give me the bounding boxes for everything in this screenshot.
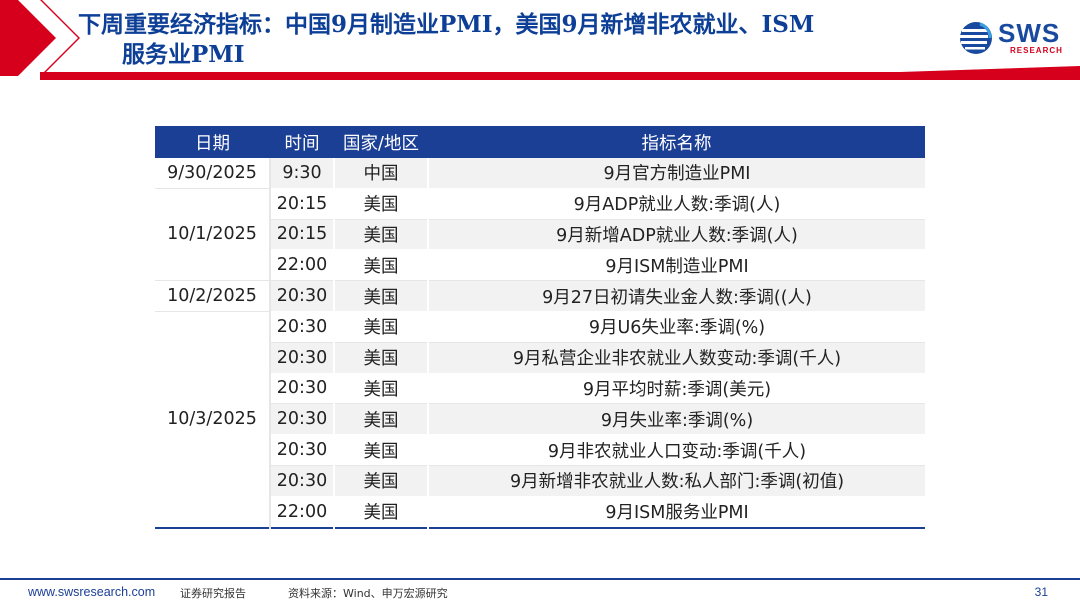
- indicator-table: 日期 时间 国家/地区 指标名称 9/30/2025 9:30 中国 9月官方制造业P…: [155, 126, 925, 529]
- time-cell: 20:15: [270, 219, 335, 251]
- sws-globe-icon: [960, 22, 992, 54]
- indicator-cell: 9月私营企业非农就业人数变动:季调(千人): [428, 342, 925, 374]
- table-row: 10/2/2025 20:30 美国 9月27日初请失业金人数:季调((人): [155, 280, 925, 312]
- page-title: 下周重要经济指标：中国9月制造业PMI，美国9月新增非农就业、ISM 服务业PM…: [78, 10, 948, 70]
- indicator-cell: 9月ISM制造业PMI: [428, 249, 925, 282]
- time-cell: 20:30: [270, 465, 335, 497]
- table-row: 10/1/2025 20:15 美国 9月ADP就业人数:季调(人): [155, 188, 925, 282]
- date-cell: 10/1/2025: [155, 188, 271, 282]
- country-cell: 中国: [334, 158, 429, 189]
- time-cell: 20:30: [270, 342, 335, 374]
- footer-source-note: 资料来源：Wind、申万宏源研究: [288, 587, 448, 600]
- table-row: 10/3/2025 20:30 美国 9月U6失业率:季调(%): [155, 311, 925, 529]
- table-row: 9/30/2025 9:30 中国 9月官方制造业PMI: [155, 158, 925, 189]
- indicator-cell: 9月ISM服务业PMI: [428, 496, 925, 529]
- page-title-line2: 服务业PMI: [122, 41, 245, 68]
- time-cell: 20:30: [270, 434, 335, 466]
- footer-report-label: 证券研究报告: [180, 587, 246, 600]
- column-header-indicator: 指标名称: [428, 126, 925, 158]
- table-row: 20:30 美国 9月平均时薪:季调(美元): [155, 373, 925, 405]
- indicator-cell: 9月失业率:季调(%): [428, 403, 925, 436]
- time-cell: 20:30: [270, 280, 335, 312]
- table-row: 20:15 美国 9月新增ADP就业人数:季调(人): [155, 219, 925, 251]
- table-row: 20:30 美国 9月私营企业非农就业人数变动:季调(千人): [155, 342, 925, 374]
- footer-website[interactable]: www.swsresearch.com: [28, 585, 156, 599]
- country-cell: 美国: [334, 249, 429, 282]
- time-cell: 20:30: [270, 311, 335, 343]
- logo-subtitle: RESEARCH: [1010, 46, 1063, 55]
- time-cell: 22:00: [270, 496, 335, 529]
- time-cell: 20:30: [270, 373, 335, 405]
- indicator-table-container: 日期 时间 国家/地区 指标名称 9/30/2025 9:30 中国 9月官方制造业P…: [155, 126, 925, 529]
- indicator-cell: 9月新增非农就业人数:私人部门:季调(初值): [428, 465, 925, 497]
- time-cell: 22:00: [270, 249, 335, 282]
- header-white-wedge: [18, 0, 78, 76]
- table-header-row: 日期 时间 国家/地区 指标名称: [155, 126, 925, 158]
- country-cell: 美国: [334, 373, 429, 405]
- header-band: [0, 0, 1080, 80]
- indicator-cell: 9月新增ADP就业人数:季调(人): [428, 219, 925, 251]
- country-cell: 美国: [334, 219, 429, 251]
- country-cell: 美国: [334, 496, 429, 529]
- page-footer: www.swsresearch.com 证券研究报告 资料来源：Wind、申万宏…: [0, 582, 1080, 604]
- table-row: 20:30 美国 9月新增非农就业人数:私人部门:季调(初值): [155, 465, 925, 497]
- country-cell: 美国: [334, 465, 429, 497]
- table-row: 20:30 美国 9月失业率:季调(%): [155, 403, 925, 436]
- logo-wordmark: SWS: [998, 18, 1061, 48]
- indicator-cell: 9月27日初请失业金人数:季调((人): [428, 280, 925, 312]
- country-cell: 美国: [334, 280, 429, 312]
- column-header-time: 时间: [270, 126, 334, 158]
- page-header: 下周重要经济指标：中国9月制造业PMI，美国9月新增非农就业、ISM 服务业PM…: [0, 0, 1080, 84]
- header-red-rule-tip: [900, 66, 1080, 72]
- country-cell: 美国: [334, 188, 429, 220]
- indicator-cell: 9月U6失业率:季调(%): [428, 311, 925, 343]
- column-header-date: 日期: [155, 126, 270, 158]
- date-cell: 9/30/2025: [155, 158, 271, 189]
- country-cell: 美国: [334, 342, 429, 374]
- time-cell: 9:30: [270, 158, 335, 189]
- table-row: 22:00 美国 9月ISM制造业PMI: [155, 249, 925, 282]
- indicator-cell: 9月平均时薪:季调(美元): [428, 373, 925, 405]
- indicator-cell: 9月非农就业人口变动:季调(千人): [428, 434, 925, 466]
- page-number: 31: [1034, 585, 1048, 599]
- date-cell: 10/2/2025: [155, 280, 271, 312]
- table-body: 9/30/2025 9:30 中国 9月官方制造业PMI 10/1/2025 20:15 美…: [155, 158, 925, 529]
- country-cell: 美国: [334, 403, 429, 436]
- header-red-wedge: [0, 0, 80, 76]
- sws-logo: SWS RESEARCH: [958, 18, 1068, 62]
- table-row: 20:30 美国 9月非农就业人口变动:季调(千人): [155, 434, 925, 466]
- footer-rule: [0, 578, 1080, 580]
- header-red-rule: [40, 72, 1080, 80]
- indicator-cell: 9月官方制造业PMI: [428, 158, 925, 189]
- page-title-line1: 下周重要经济指标：中国9月制造业PMI，美国9月新增非农就业、ISM: [78, 11, 815, 38]
- country-cell: 美国: [334, 434, 429, 466]
- column-header-country: 国家/地区: [334, 126, 428, 158]
- time-cell: 20:30: [270, 403, 335, 436]
- date-cell: 10/3/2025: [155, 311, 271, 529]
- time-cell: 20:15: [270, 188, 335, 220]
- indicator-cell: 9月ADP就业人数:季调(人): [428, 188, 925, 220]
- table-row: 22:00 美国 9月ISM服务业PMI: [155, 496, 925, 529]
- country-cell: 美国: [334, 311, 429, 343]
